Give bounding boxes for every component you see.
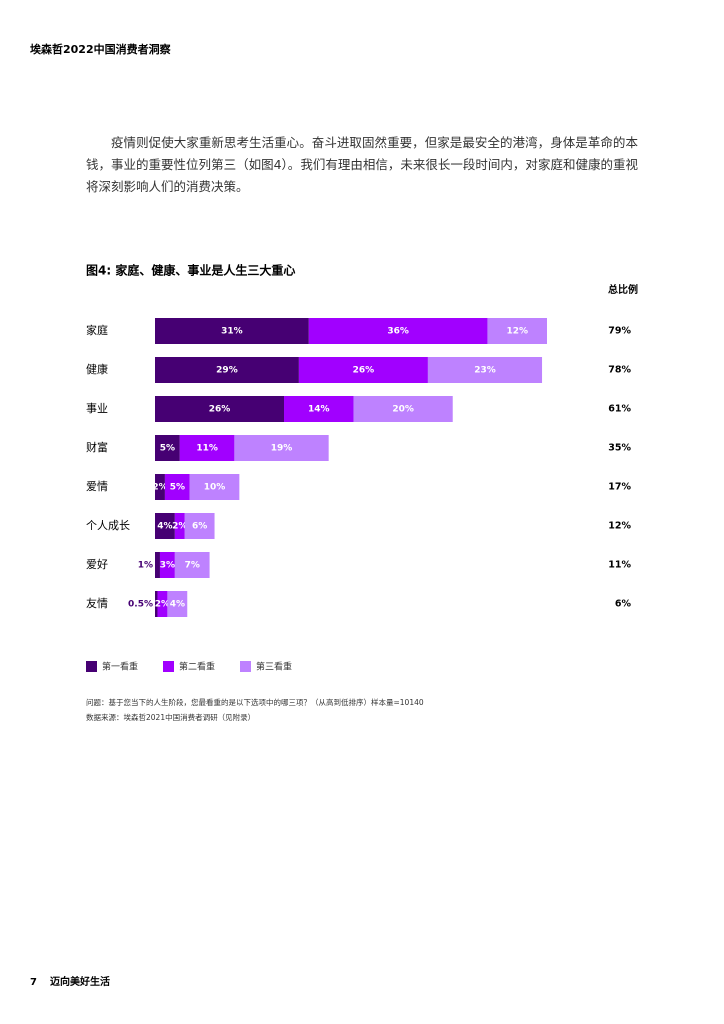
- footer-title: 迈向美好生活: [50, 975, 110, 988]
- legend-label: 第二看重: [179, 661, 215, 673]
- value-label: 5%: [160, 444, 175, 454]
- header: 埃森哲2022中国消费者洞察: [30, 42, 172, 56]
- total-label: 79%: [608, 326, 631, 337]
- bar-segment: [179, 435, 235, 461]
- bar-segment: [157, 591, 168, 617]
- total-label: 12%: [608, 521, 631, 532]
- bar-segment: [155, 474, 165, 500]
- legend-swatch: [163, 661, 174, 672]
- category-label: 友情: [86, 596, 108, 610]
- value-label: 23%: [474, 366, 496, 376]
- value-label: 2%: [172, 522, 187, 532]
- value-label: 3%: [160, 561, 175, 571]
- value-label: 26%: [353, 366, 375, 376]
- totals-title: 总比例: [608, 283, 638, 296]
- category-label: 爱情: [86, 480, 108, 493]
- chart-title: 图4: 家庭、健康、事业是人生三大重心: [86, 263, 295, 278]
- value-label: 12%: [506, 327, 528, 337]
- bar-segment: [155, 396, 285, 422]
- bar-segment: [184, 513, 215, 539]
- bar-segment: [427, 357, 543, 383]
- value-label: 0.5%: [128, 600, 153, 610]
- category-label: 财富: [86, 440, 108, 454]
- bar-segment: [308, 318, 488, 344]
- legend-label: 第三看重: [256, 661, 292, 673]
- total-label: 17%: [608, 482, 631, 493]
- bar-segment: [155, 318, 309, 344]
- value-label: 31%: [221, 327, 243, 337]
- legend-swatch: [86, 661, 97, 672]
- bar-segment: [155, 591, 158, 617]
- bar-segment: [155, 357, 299, 383]
- legend-swatch: [240, 661, 251, 672]
- value-label: 10%: [204, 483, 226, 493]
- category-label: 个人成长: [86, 519, 130, 532]
- value-label: 6%: [192, 522, 207, 532]
- total-label: 78%: [608, 365, 631, 376]
- total-label: 35%: [608, 443, 631, 454]
- bar-segment: [164, 474, 190, 500]
- bar-segment: [174, 552, 210, 578]
- bar-segment: [167, 591, 188, 617]
- bar-segment: [155, 435, 180, 461]
- bar-segment: [155, 513, 175, 539]
- category-label: 事业: [86, 402, 108, 415]
- value-label: 19%: [271, 444, 293, 454]
- bar-segment: [155, 552, 160, 578]
- bar-segment: [353, 396, 453, 422]
- value-label: 11%: [196, 444, 218, 454]
- total-label: 61%: [608, 404, 631, 415]
- total-label: 11%: [608, 560, 631, 571]
- value-label: 14%: [308, 405, 330, 415]
- category-label: 爱好: [86, 557, 108, 571]
- total-label: 6%: [615, 599, 632, 610]
- bar-segment: [298, 357, 428, 383]
- value-label: 7%: [185, 561, 200, 571]
- bar-segment: [234, 435, 329, 461]
- bar-segment: [487, 318, 547, 344]
- value-label: 5%: [170, 483, 185, 493]
- value-label: 36%: [387, 327, 409, 337]
- bar-segment: [189, 474, 240, 500]
- value-label: 26%: [209, 405, 231, 415]
- paragraph: 疫情则促使大家重新思考生活重心。奋斗进取固然重要，但家是最安全的港湾，身体是革命…: [86, 135, 638, 194]
- bar-segment: [159, 552, 175, 578]
- bar-segment: [174, 513, 185, 539]
- value-label: 2%: [152, 483, 167, 493]
- bar-segment: [284, 396, 354, 422]
- note: 数据来源：埃森哲2021中国消费者调研（见附录）: [86, 712, 255, 722]
- page-number: 7: [30, 977, 37, 988]
- note: 问题：基于您当下的人生阶段，您最看重的是以下选项中的哪三项？（从高到低排序）样本…: [86, 697, 424, 707]
- value-label: 1%: [138, 561, 153, 571]
- value-label: 20%: [392, 405, 414, 415]
- legend-label: 第一看重: [102, 661, 138, 673]
- value-label: 29%: [216, 366, 238, 376]
- value-label: 4%: [157, 522, 172, 532]
- value-label: 4%: [170, 600, 185, 610]
- value-label: 2%: [155, 600, 170, 610]
- category-label: 家庭: [86, 323, 108, 337]
- category-label: 健康: [86, 362, 108, 376]
